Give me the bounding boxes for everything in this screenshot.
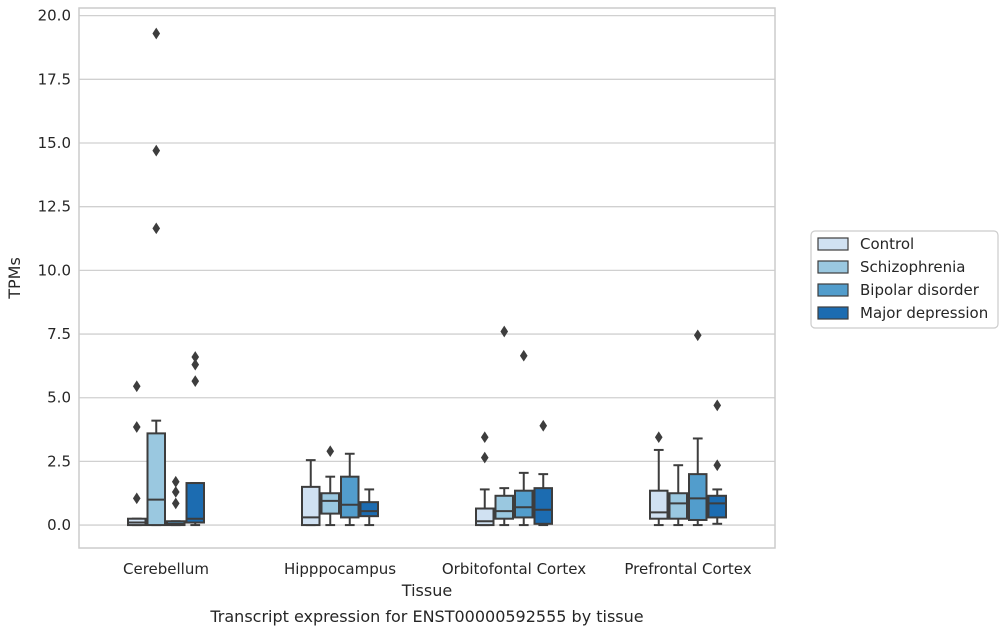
outlier-point <box>519 349 528 362</box>
box-schizophrenia <box>668 464 688 527</box>
outlier-point <box>171 497 180 510</box>
box-bipolar-disorder <box>166 475 186 527</box>
box-iqr <box>185 482 205 524</box>
outlier-point <box>654 431 663 444</box>
outlier-point <box>132 421 141 433</box>
box-iqr <box>707 494 727 519</box>
outlier-point <box>713 399 722 412</box>
x-tick-label: Orbitofontal Cortex <box>442 560 586 578</box>
outlier-point <box>152 222 161 235</box>
box-schizophrenia <box>146 27 166 527</box>
outlier-point <box>152 144 161 157</box>
outlier-point <box>171 475 180 488</box>
box-iqr <box>146 432 166 527</box>
x-tick-label: Hipppocampus <box>284 560 396 578</box>
box-iqr <box>533 487 553 525</box>
box-control <box>649 431 669 527</box>
outlier-point <box>132 492 141 505</box>
box-schizophrenia <box>494 325 514 527</box>
y-tick-label: 12.5 <box>38 198 71 216</box>
x-tick-label: Prefrontal Cortex <box>624 560 751 578</box>
legend: Control Schizophrenia Bipolar disorder Majo… <box>810 230 999 329</box>
legend-label: Schizophrenia <box>860 258 965 276</box>
y-axis-ticks: 0.0 2.5 5.0 7.5 10.0 12.5 15.0 17.5 20.0 <box>38 7 71 534</box>
outlier-point <box>132 380 141 393</box>
legend-box <box>810 230 999 329</box>
outlier-point <box>152 27 161 40</box>
chart-caption: Transcript expression for ENST0000059255… <box>209 607 643 626</box>
y-tick-label: 15.0 <box>38 134 71 152</box>
box-control <box>475 431 495 527</box>
box-major-depression <box>707 399 727 525</box>
box-bipolar-disorder <box>688 329 708 527</box>
x-tick-label: Cerebellum <box>123 560 209 578</box>
box-iqr <box>475 507 495 527</box>
box-major-depression <box>533 419 553 527</box>
legend-label: Major depression <box>860 304 988 322</box>
box-bipolar-disorder <box>514 349 534 527</box>
outlier-point <box>693 329 702 342</box>
box-control <box>127 380 147 527</box>
outlier-point <box>539 419 548 432</box>
box-schizophrenia <box>320 445 340 527</box>
x-axis-ticks: Cerebellum Hipppocampus Orbitofontal Corte… <box>123 560 752 578</box>
box-iqr <box>649 489 669 520</box>
box-iqr <box>301 485 321 527</box>
y-tick-label: 20.0 <box>38 7 71 25</box>
outlier-point <box>191 351 200 363</box>
outlier-point <box>171 486 180 498</box>
y-axis-title: TPMs <box>5 257 24 300</box>
box-control <box>301 459 321 527</box>
outlier-point <box>713 459 722 472</box>
legend-swatch <box>817 306 849 320</box>
box-iqr <box>320 492 340 515</box>
legend-swatch <box>817 237 849 251</box>
y-tick-label: 5.0 <box>47 389 71 407</box>
box-iqr <box>359 501 379 518</box>
y-tick-label: 2.5 <box>47 452 71 470</box>
y-tick-label: 7.5 <box>47 325 71 343</box>
box-iqr <box>514 489 534 519</box>
legend-label: Control <box>860 235 914 253</box>
box-bipolar-disorder <box>340 452 360 527</box>
box-iqr <box>494 494 514 520</box>
legend-label: Bipolar disorder <box>860 281 980 299</box>
box-groups <box>127 27 727 527</box>
legend-swatch <box>817 260 849 274</box>
outlier-point <box>191 375 200 388</box>
y-tick-label: 17.5 <box>38 70 71 88</box>
gridlines <box>79 14 775 526</box>
y-tick-label: 10.0 <box>38 261 71 279</box>
box-major-depression <box>359 488 379 527</box>
box-iqr <box>340 475 360 519</box>
x-axis-title: Tissue <box>401 581 452 600</box>
y-tick-label: 0.0 <box>47 516 71 534</box>
box-major-depression <box>185 351 205 527</box>
outlier-point <box>500 325 509 338</box>
box-iqr <box>668 492 688 520</box>
legend-swatch <box>817 283 849 297</box>
plot-frame <box>78 7 776 549</box>
outlier-point <box>191 358 200 371</box>
outlier-point <box>480 451 489 464</box>
box-iqr <box>688 473 708 521</box>
outlier-point <box>480 431 489 444</box>
outlier-point <box>326 445 335 458</box>
